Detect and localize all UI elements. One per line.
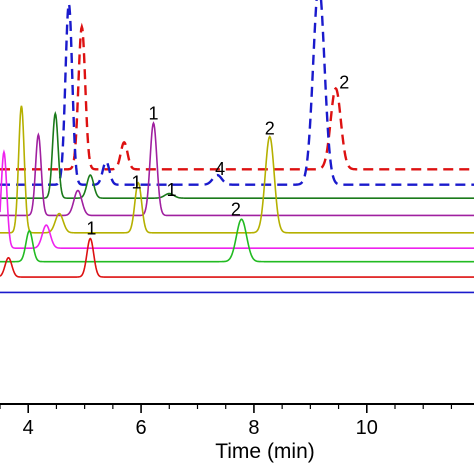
series-line-2 (0, 0, 474, 186)
peak-label: 4 (215, 159, 225, 179)
peak-label: 1 (86, 219, 96, 239)
series-line-3 (0, 110, 474, 199)
x-tick-label: 4 (23, 417, 34, 439)
peak-label: 1 (132, 173, 142, 193)
x-tick-label: 10 (356, 417, 378, 439)
x-axis-title: Time (min) (215, 440, 315, 463)
x-tick-label: 8 (248, 417, 259, 439)
series-layer (0, 0, 474, 294)
series-line-8 (0, 237, 474, 278)
annotation-layer: 221241121 (86, 72, 349, 239)
peak-label: 2 (231, 199, 241, 219)
x-tick-label: 6 (136, 417, 147, 439)
series-line-4 (0, 121, 474, 217)
peak-label: 2 (339, 72, 349, 92)
x-axis: 4 6 8 10 (0, 403, 474, 439)
series-line-6 (0, 149, 474, 249)
peak-label: 1 (167, 180, 177, 200)
series-line-1 (0, 22, 474, 171)
series-line-7 (0, 218, 474, 263)
peak-label: 2 (265, 119, 275, 139)
peak-label: 1 (148, 103, 158, 123)
